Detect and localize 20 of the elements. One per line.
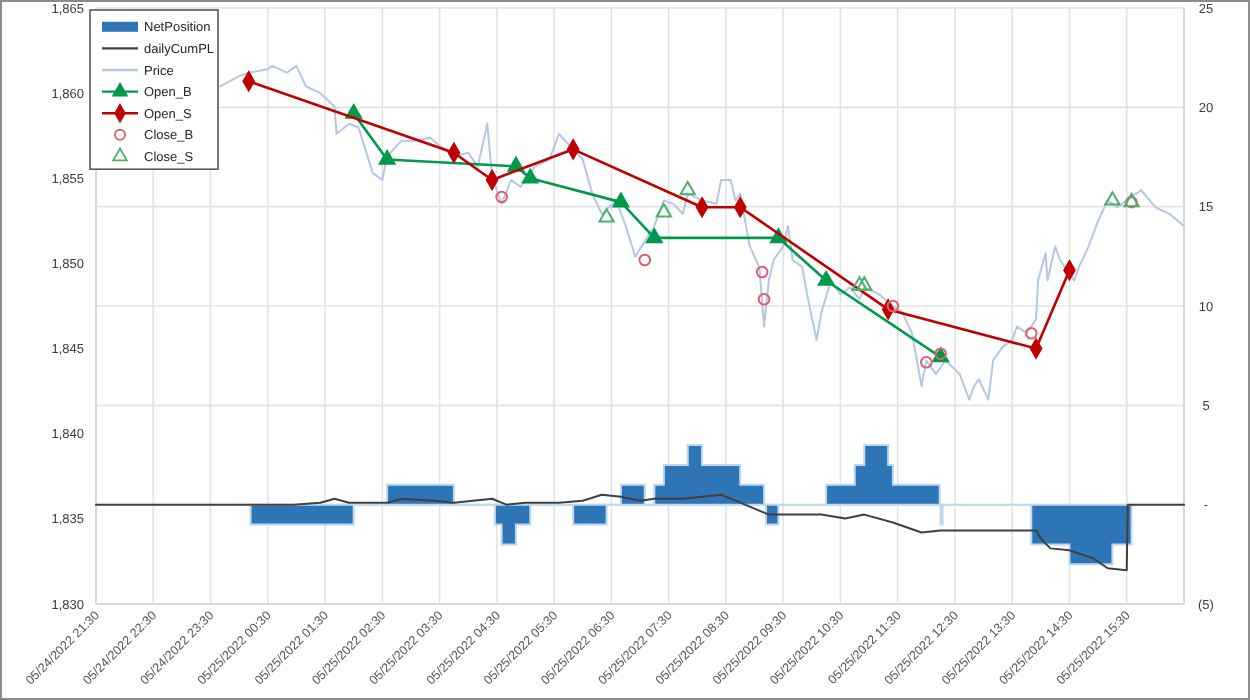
line-series (95, 493, 1185, 572)
point (679, 180, 696, 196)
point (757, 292, 771, 306)
line-series (219, 64, 1185, 401)
point (598, 208, 615, 223)
point (817, 270, 835, 286)
point (655, 203, 672, 218)
point (856, 276, 873, 291)
point (521, 168, 539, 184)
point (638, 253, 652, 267)
point (495, 190, 508, 204)
point (851, 276, 868, 291)
point (886, 299, 900, 313)
point (1025, 326, 1038, 340)
point (378, 149, 396, 165)
point (645, 228, 663, 244)
point (612, 192, 630, 208)
point (1104, 191, 1121, 206)
point (755, 265, 769, 279)
point (920, 355, 933, 369)
